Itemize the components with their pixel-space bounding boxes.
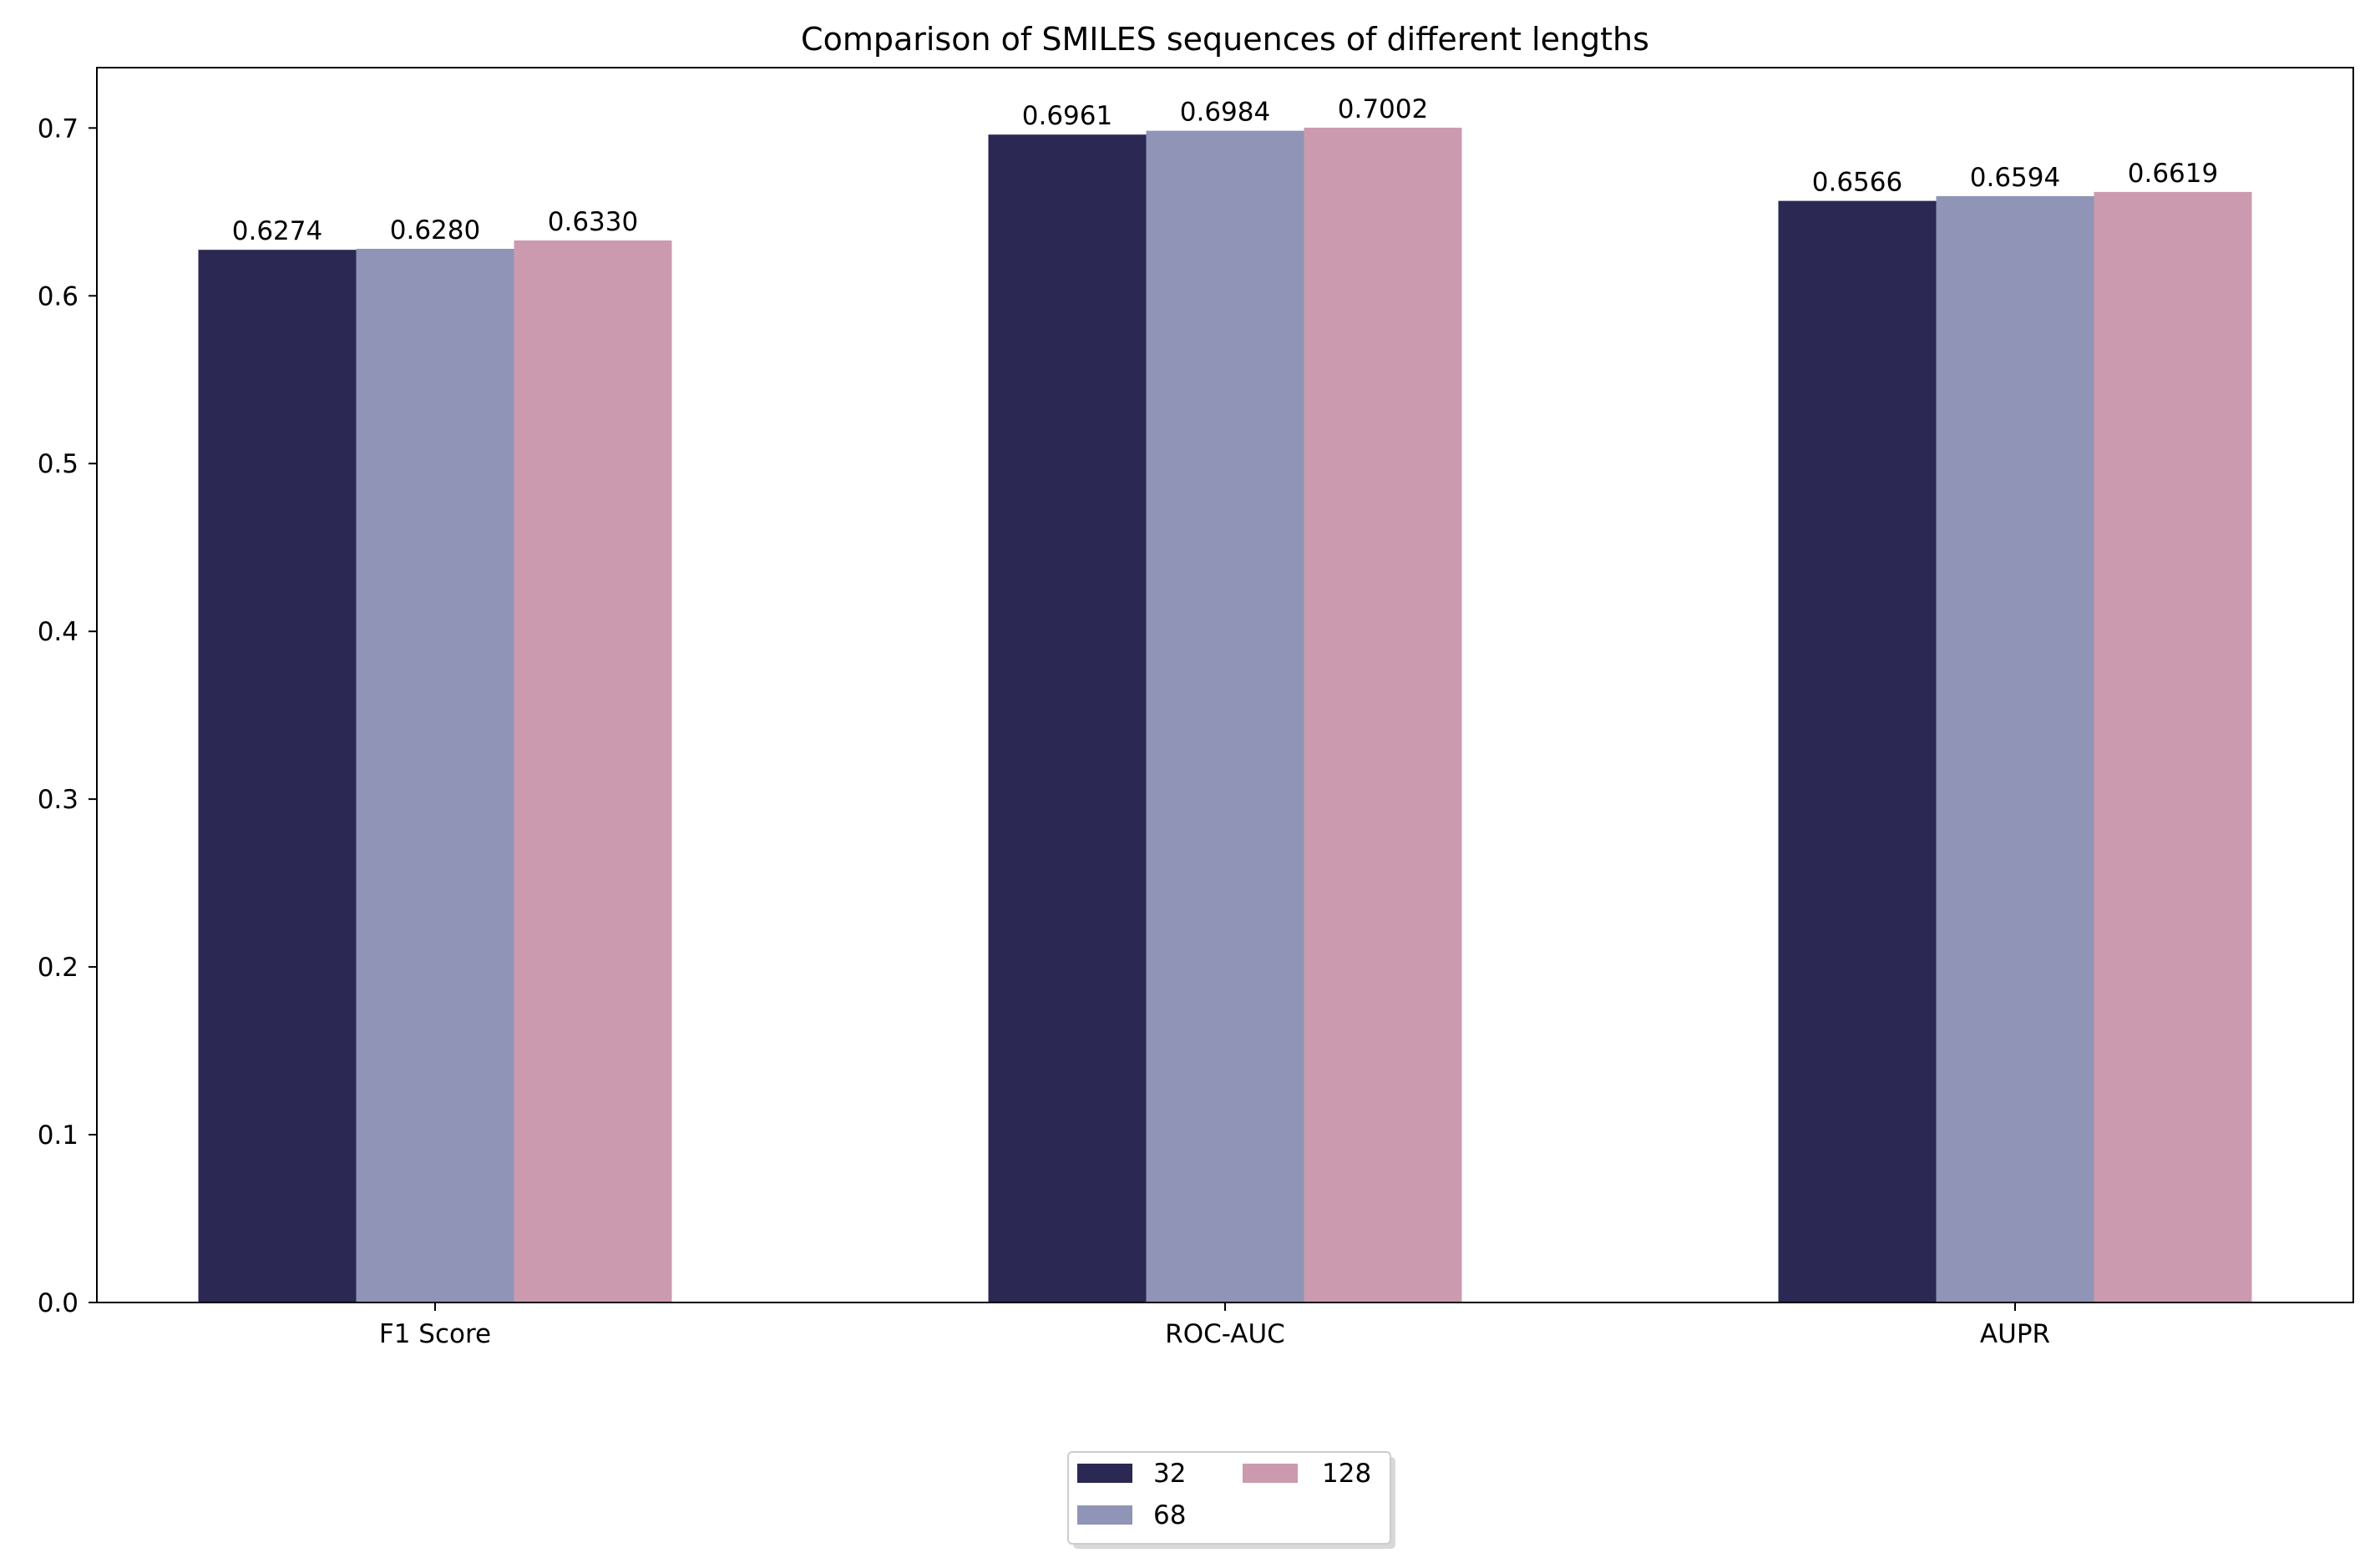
chart-title: Comparison of SMILES sequences of differ… (801, 21, 1649, 58)
bar-32-roc-auc (988, 134, 1147, 1303)
bar-value-label: 0.6274 (232, 216, 322, 246)
bar-32-aupr (1778, 200, 1937, 1303)
legend-swatch-32 (1077, 1464, 1132, 1483)
y-tick-label: 0.7 (38, 114, 78, 144)
legend-swatch-68 (1077, 1505, 1132, 1525)
legend: 32 68 128 (1067, 1451, 1395, 1549)
legend-label-128: 128 (1322, 1459, 1371, 1489)
y-tick-label: 0.3 (38, 785, 78, 815)
x-axis: F1 Score ROC-AUC AUPR (379, 1302, 2050, 1349)
x-tick-label: ROC-AUC (1165, 1319, 1285, 1349)
y-tick-label: 0.4 (38, 617, 78, 647)
bar-value-label: 0.7002 (1338, 94, 1428, 124)
bar-128-aupr (2094, 191, 2252, 1302)
legend-box (1067, 1451, 1391, 1545)
bar-32-f1-score (198, 250, 357, 1303)
bar-68-f1-score (356, 249, 514, 1302)
bar-value-label: 0.6619 (2128, 159, 2218, 189)
y-axis: 0.0 0.1 0.2 0.3 0.4 0.5 0.6 0.7 (38, 114, 97, 1318)
bar-128-roc-auc (1304, 127, 1462, 1302)
bar-68-aupr (1936, 195, 2094, 1302)
bar-128-f1-score (514, 240, 672, 1302)
y-tick-label: 0.1 (38, 1120, 78, 1151)
x-tick-label: AUPR (1980, 1319, 2050, 1349)
bar-value-label: 0.6594 (1970, 163, 2060, 193)
y-tick-label: 0.6 (38, 281, 78, 311)
bar-value-label: 0.6330 (548, 207, 638, 237)
legend-swatch-128 (1243, 1464, 1298, 1483)
bar-value-label: 0.6961 (1022, 101, 1112, 131)
bar-value-label: 0.6566 (1812, 168, 1902, 198)
legend-label-68: 68 (1153, 1500, 1186, 1530)
y-tick-label: 0.5 (38, 449, 78, 479)
bar-labels-layer: 0.6274 0.6961 0.6566 0.6280 0.6984 0.6594 0.63… (232, 94, 2218, 246)
x-tick-label: F1 Score (379, 1319, 491, 1349)
legend-label-32: 32 (1153, 1459, 1186, 1489)
bars-layer (198, 127, 2252, 1303)
y-tick-label: 0.0 (38, 1288, 78, 1318)
bar-68-roc-auc (1146, 130, 1304, 1303)
y-tick-label: 0.2 (38, 953, 78, 983)
bar-value-label: 0.6984 (1180, 98, 1270, 128)
bar-value-label: 0.6280 (390, 215, 480, 245)
